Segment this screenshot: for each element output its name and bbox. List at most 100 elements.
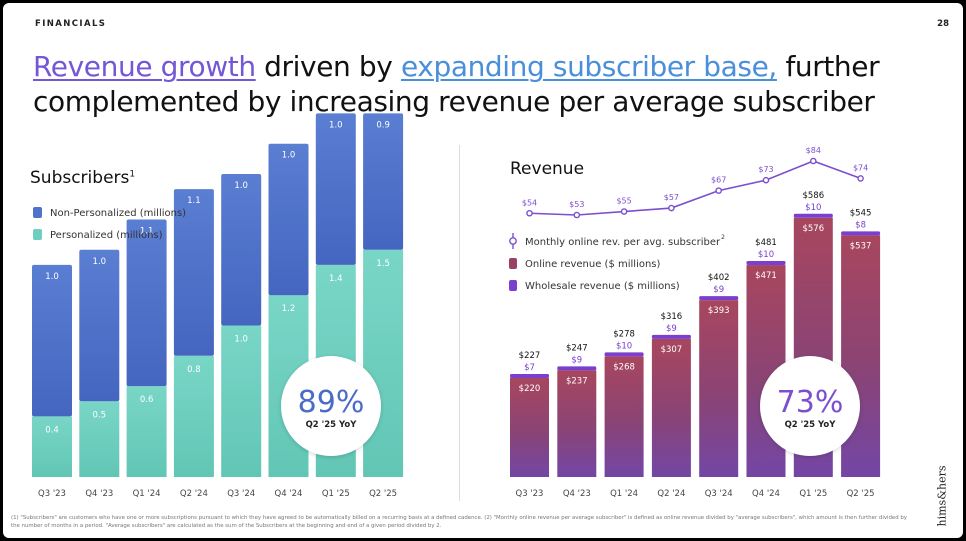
non-personalized-bar xyxy=(173,189,214,356)
rev-per-subscriber-point xyxy=(810,157,817,165)
online-value-label: $220 xyxy=(519,384,541,394)
rev-per-subscriber-label: $73 xyxy=(758,165,773,174)
x-tick-label: Q1 '24 xyxy=(133,489,161,499)
wholesale-revenue-bar xyxy=(651,334,691,339)
headline-highlight-revenue: Revenue growth xyxy=(33,50,256,83)
wholesale-revenue-bar xyxy=(793,213,833,218)
x-tick-label: Q3 '23 xyxy=(516,489,544,499)
non-personalized-bar xyxy=(126,219,167,387)
rev-per-subscriber-point xyxy=(668,204,675,212)
callout-value: 73% xyxy=(777,385,844,420)
online-revenue-bar xyxy=(604,356,644,477)
legend-label-rev-per-subscriber: Monthly online rev. per avg. subscriber xyxy=(525,237,721,248)
wholesale-value-label: $8 xyxy=(855,220,866,230)
rev-per-subscriber-label: $57 xyxy=(664,193,679,202)
callout-circle xyxy=(281,356,381,456)
headline: Revenue growth driven by expanding subsc… xyxy=(33,49,933,119)
headline-text-1: driven by xyxy=(255,50,401,83)
personalized-bar xyxy=(221,325,262,477)
legend-swatch-personalized xyxy=(33,229,42,240)
non-personalized-value-label: 1.0 xyxy=(234,181,248,191)
personalized-bar xyxy=(32,416,72,477)
rev-per-subscriber-point xyxy=(526,209,533,217)
personalized-value-label: 1.2 xyxy=(282,304,296,314)
non-personalized-value-label: 1.0 xyxy=(329,120,343,130)
online-revenue-bar xyxy=(651,338,691,477)
rev-per-subscriber-line xyxy=(529,160,861,216)
rev-per-subscriber-label: $84 xyxy=(806,146,821,155)
subscribers-chart-title: Subscribers1 xyxy=(30,168,136,188)
online-value-label: $268 xyxy=(613,362,635,372)
x-tick-label: Q4 '23 xyxy=(563,489,591,499)
wholesale-revenue-bar xyxy=(746,261,786,266)
personalized-value-label: 1.4 xyxy=(329,274,343,284)
wholesale-revenue-bar xyxy=(510,374,549,378)
headline-text-2: further complemented by increasing reven… xyxy=(33,50,880,118)
rev-per-subscriber-point xyxy=(762,176,770,184)
online-value-label: $393 xyxy=(708,306,730,316)
legend-point-marker xyxy=(509,237,517,245)
revenue-chart-title: Revenue xyxy=(510,159,585,179)
wholesale-revenue-bar xyxy=(604,352,644,357)
rev-per-subscriber-point xyxy=(620,208,628,215)
online-value-label: $576 xyxy=(802,224,824,234)
divider xyxy=(459,145,460,501)
non-personalized-bar xyxy=(221,174,262,326)
non-personalized-bar xyxy=(268,143,309,296)
x-tick-label: Q3 '23 xyxy=(38,489,66,499)
wholesale-value-label: $10 xyxy=(805,203,821,213)
non-personalized-value-label: 1.1 xyxy=(140,226,154,236)
non-personalized-bar xyxy=(363,113,404,250)
online-revenue-bar xyxy=(699,300,739,477)
total-value-label: $402 xyxy=(708,273,730,283)
online-value-label: $307 xyxy=(661,345,683,355)
non-personalized-value-label: 1.0 xyxy=(282,151,296,161)
rev-per-subscriber-label: $53 xyxy=(569,200,584,209)
wholesale-revenue-bar xyxy=(841,231,881,236)
online-value-label: $471 xyxy=(755,271,777,281)
personalized-bar xyxy=(126,386,167,477)
rev-per-subscriber-label: $67 xyxy=(711,176,726,185)
legend-swatch-wholesale xyxy=(509,280,517,291)
hims-hers-logo: hims&hers xyxy=(935,465,949,527)
non-personalized-bar xyxy=(315,113,356,265)
wholesale-value-label: $9 xyxy=(571,355,582,365)
online-value-label: $537 xyxy=(850,241,872,251)
personalized-value-label: 0.6 xyxy=(140,395,154,405)
total-value-label: $278 xyxy=(613,329,635,339)
personalized-value-label: 0.4 xyxy=(45,425,59,435)
rev-per-subscriber-label: $54 xyxy=(522,198,537,207)
non-personalized-value-label: 1.0 xyxy=(45,272,59,282)
wholesale-value-label: $9 xyxy=(713,285,724,295)
personalized-value-label: 1.0 xyxy=(234,335,248,345)
total-value-label: $481 xyxy=(755,238,777,248)
total-value-label: $545 xyxy=(850,208,872,218)
non-personalized-bar xyxy=(79,249,120,402)
wholesale-value-label: $10 xyxy=(616,341,632,351)
section-label: FINANCIALS xyxy=(35,19,107,29)
rev-per-subscriber-point xyxy=(573,211,581,219)
legend-swatch-non-personalized xyxy=(33,207,42,218)
legend-label-online: Online revenue ($ millions) xyxy=(525,259,661,270)
x-tick-label: Q2 '25 xyxy=(847,489,875,499)
personalized-bar xyxy=(79,401,120,477)
legend-label-personalized: Personalized (millions) xyxy=(50,230,163,241)
x-tick-label: Q4 '24 xyxy=(752,489,780,499)
online-revenue-bar xyxy=(510,378,549,477)
rev-per-subscriber-point xyxy=(715,187,723,194)
footnote: (1) "Subscribers" are customers who have… xyxy=(11,515,907,529)
callout-circle xyxy=(760,356,860,456)
callout-label: Q2 '25 YoY xyxy=(306,420,358,430)
wholesale-value-label: $10 xyxy=(758,250,774,260)
x-tick-label: Q4 '23 xyxy=(85,489,113,499)
wholesale-value-label: $9 xyxy=(666,324,677,334)
slide: FINANCIALS 28 Revenue growth driven by e… xyxy=(3,3,963,538)
non-personalized-value-label: 1.0 xyxy=(93,257,107,267)
online-value-label: $237 xyxy=(566,376,588,386)
non-personalized-value-label: 0.9 xyxy=(376,120,390,130)
online-revenue-bar xyxy=(841,235,881,477)
personalized-value-label: 1.5 xyxy=(376,259,390,269)
non-personalized-value-label: 1.1 xyxy=(187,196,201,206)
personalized-value-label: 0.8 xyxy=(187,365,201,375)
personalized-bar xyxy=(173,355,214,477)
